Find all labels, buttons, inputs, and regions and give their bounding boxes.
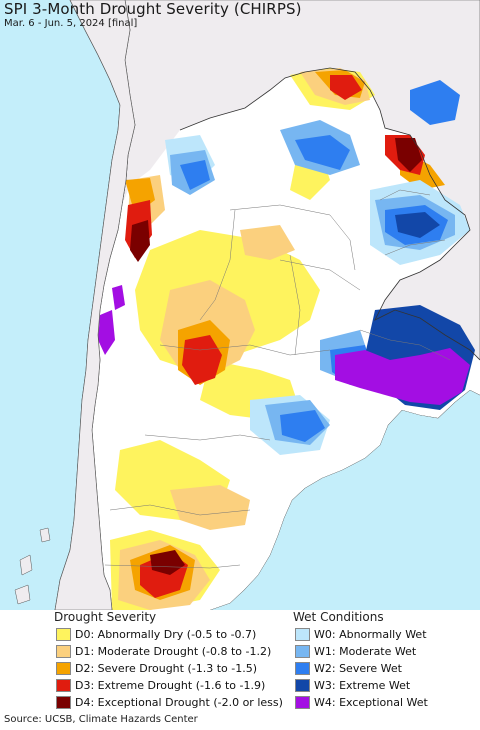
legend-item-d1: D1: Moderate Drought (-0.8 to -1.2) bbox=[56, 644, 271, 659]
map-title: SPI 3-Month Drought Severity (CHIRPS) bbox=[4, 0, 302, 18]
w4-area bbox=[98, 310, 115, 355]
legend-label: W4: Exceptional Wet bbox=[314, 696, 428, 709]
map-subtitle: Mar. 6 - Jun. 5, 2024 [final] bbox=[4, 18, 138, 29]
d4-area bbox=[395, 138, 422, 172]
swatch-w1 bbox=[295, 645, 310, 658]
d3-area bbox=[182, 335, 222, 385]
legend-label: D3: Extreme Drought (-1.6 to -1.9) bbox=[75, 679, 266, 692]
w2-area bbox=[280, 410, 325, 442]
legend-item-w3: W3: Extreme Wet bbox=[295, 678, 410, 693]
islands bbox=[14, 527, 51, 605]
swatch-w2 bbox=[295, 662, 310, 675]
wet-legend-title: Wet Conditions bbox=[293, 610, 384, 624]
swatch-d3 bbox=[56, 679, 71, 692]
legend-label: D1: Moderate Drought (-0.8 to -1.2) bbox=[75, 645, 272, 658]
swatch-w4 bbox=[295, 696, 310, 709]
legend-item-d2: D2: Severe Drought (-1.3 to -1.5) bbox=[56, 661, 257, 676]
legend-item-d0: D0: Abnormally Dry (-0.5 to -0.7) bbox=[56, 627, 256, 642]
study-region-outline bbox=[179, 67, 480, 361]
legend-item-d4: D4: Exceptional Drought (-2.0 or less) bbox=[56, 695, 283, 710]
legend-label: D2: Severe Drought (-1.3 to -1.5) bbox=[75, 662, 258, 675]
source-credit: Source: UCSB, Climate Hazards Center bbox=[4, 714, 198, 725]
drought-map bbox=[0, 0, 480, 610]
w2-area bbox=[180, 160, 210, 190]
legend-label: W3: Extreme Wet bbox=[314, 679, 411, 692]
w3-area bbox=[395, 212, 440, 238]
swatch-d1 bbox=[56, 645, 71, 658]
swatch-d0 bbox=[56, 628, 71, 641]
legend-item-d3: D3: Extreme Drought (-1.6 to -1.9) bbox=[56, 678, 265, 693]
legend-item-w2: W2: Severe Wet bbox=[295, 661, 402, 676]
legend-item-w4: W4: Exceptional Wet bbox=[295, 695, 428, 710]
legend-label: D0: Abnormally Dry (-0.5 to -0.7) bbox=[75, 628, 257, 641]
w2-area bbox=[295, 135, 350, 170]
d3-area bbox=[330, 75, 362, 100]
chile-land bbox=[54, 0, 136, 610]
swatch-w0 bbox=[295, 628, 310, 641]
swatch-d2 bbox=[56, 662, 71, 675]
w4-area bbox=[335, 348, 470, 405]
d4-area bbox=[130, 220, 150, 262]
drought-legend-title: Drought Severity bbox=[54, 610, 157, 624]
swatch-w3 bbox=[295, 679, 310, 692]
study-region bbox=[92, 68, 480, 610]
legend-item-w0: W0: Abnormally Wet bbox=[295, 627, 427, 642]
province-boundaries bbox=[104, 189, 451, 569]
w4-area bbox=[112, 285, 125, 310]
legend-label: W2: Severe Wet bbox=[314, 662, 402, 675]
legend-label: W0: Abnormally Wet bbox=[314, 628, 427, 641]
legend-label: D4: Exceptional Drought (-2.0 or less) bbox=[75, 696, 283, 709]
legend-label: W1: Moderate Wet bbox=[314, 645, 417, 658]
d1-area bbox=[240, 225, 295, 260]
legend: Drought Severity Wet Conditions D0: Abno… bbox=[0, 610, 480, 710]
legend-item-w1: W1: Moderate Wet bbox=[295, 644, 416, 659]
w2-area bbox=[410, 80, 460, 125]
d4-area bbox=[150, 550, 185, 575]
swatch-d4 bbox=[56, 696, 71, 709]
d1-area bbox=[170, 485, 250, 530]
